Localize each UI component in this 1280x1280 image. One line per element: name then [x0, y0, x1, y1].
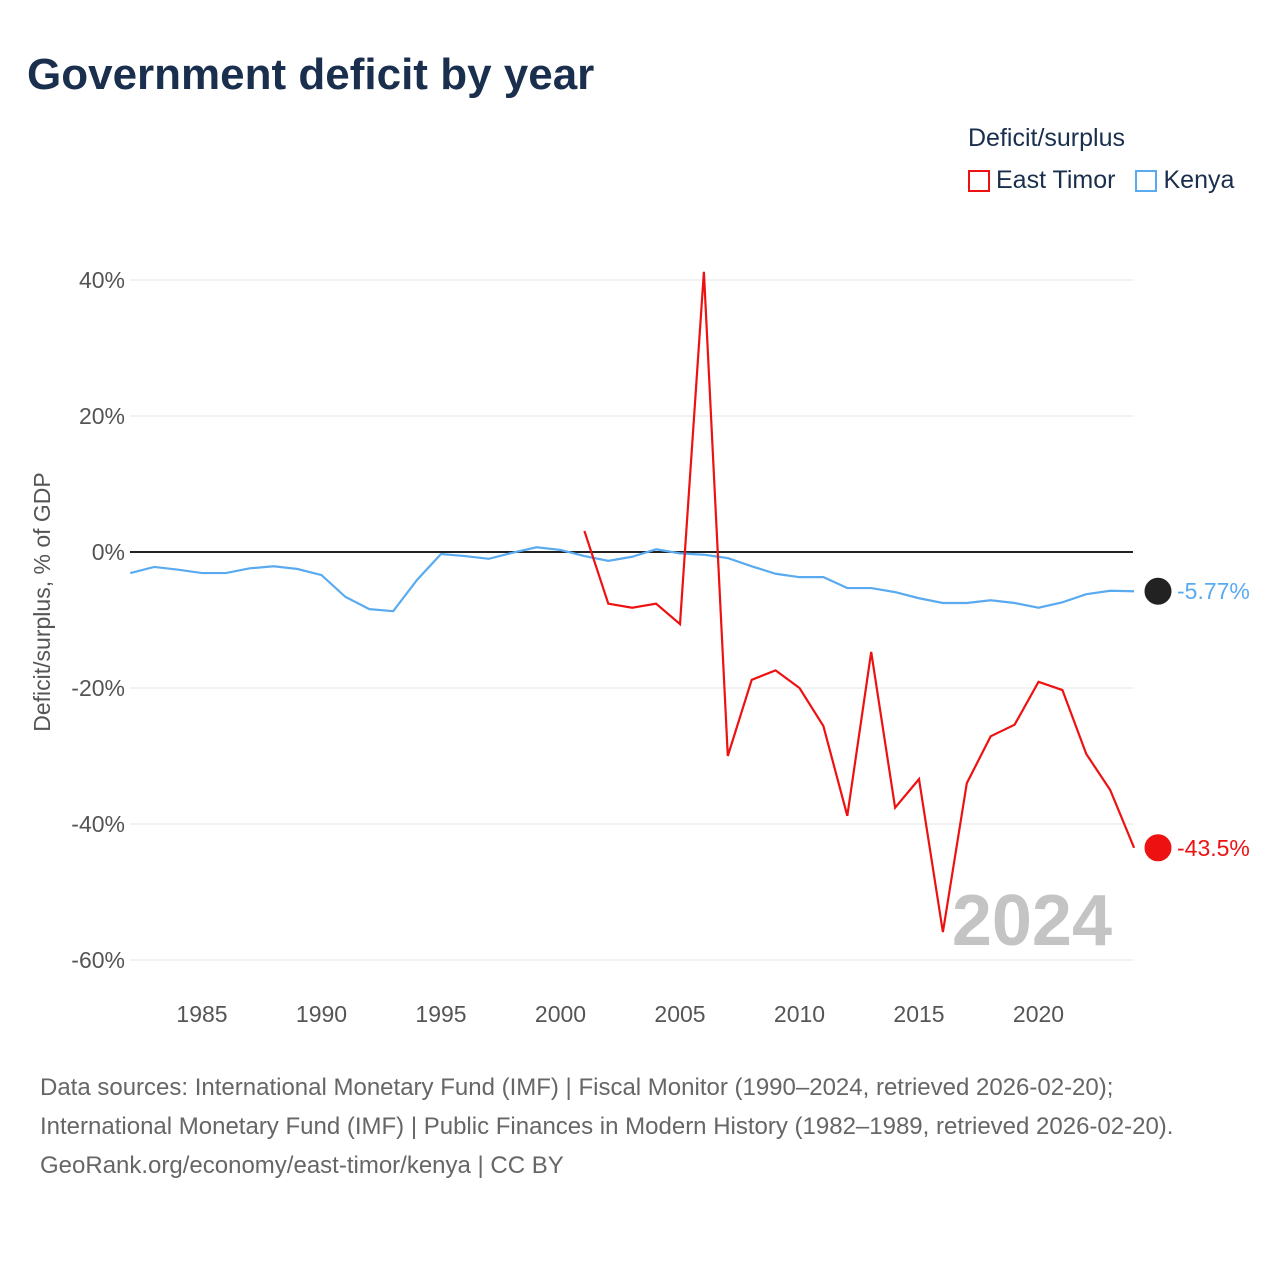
legend-label: Kenya [1163, 166, 1235, 194]
x-tick-label: 2005 [654, 1001, 705, 1027]
legend-title: Deficit/surplus [968, 124, 1125, 152]
y-tick-label: -20% [71, 675, 125, 701]
y-tick-label: 0% [92, 539, 125, 565]
x-tick-label: 1990 [296, 1001, 347, 1027]
chart-title: Government deficit by year [27, 50, 595, 99]
flag-icon [1143, 833, 1173, 863]
y-tick-label: 40% [79, 267, 125, 293]
legend-item-east-timor[interactable]: East Timor [968, 166, 1115, 195]
y-tick-label: -40% [71, 811, 125, 837]
sources: Data sources: International Monetary Fun… [40, 1068, 1240, 1185]
attribution-link[interactable]: GeoRank.org/economy/east-timor/kenya | C… [40, 1152, 564, 1179]
sources-text: Data sources: International Monetary Fun… [40, 1074, 1174, 1140]
end-value-label: -43.5% [1177, 835, 1250, 861]
series-line-kenya [130, 546, 1135, 613]
series-line-east-timor [583, 271, 1136, 933]
x-tick-label: 2000 [535, 1001, 586, 1027]
legend-swatch-east-timor [968, 169, 990, 192]
legend-label: East Timor [996, 166, 1116, 194]
x-tick-label: 2020 [1013, 1001, 1064, 1027]
x-tick-label: 2015 [893, 1001, 944, 1027]
legend-item-kenya[interactable]: Kenya [1135, 166, 1234, 195]
chart-plot: 40% 20% 0% -20% -40% -60% 1985 1990 1995 2000 2005… [29, 267, 1250, 1027]
x-tick-label: 2010 [774, 1001, 825, 1027]
legend-swatch-kenya [1135, 169, 1158, 192]
year-watermark: 2024 [952, 881, 1112, 961]
x-tick-label: 1985 [176, 1001, 227, 1027]
legend: East Timor Kenya [968, 166, 1234, 195]
y-axis-label: Deficit/surplus, % of GDP [29, 472, 55, 731]
end-value-label: -5.77% [1177, 578, 1250, 604]
x-tick-label: 1995 [415, 1001, 466, 1027]
y-tick-label: 20% [79, 403, 125, 429]
flag-icon [1143, 576, 1173, 606]
y-tick-label: -60% [71, 947, 125, 973]
